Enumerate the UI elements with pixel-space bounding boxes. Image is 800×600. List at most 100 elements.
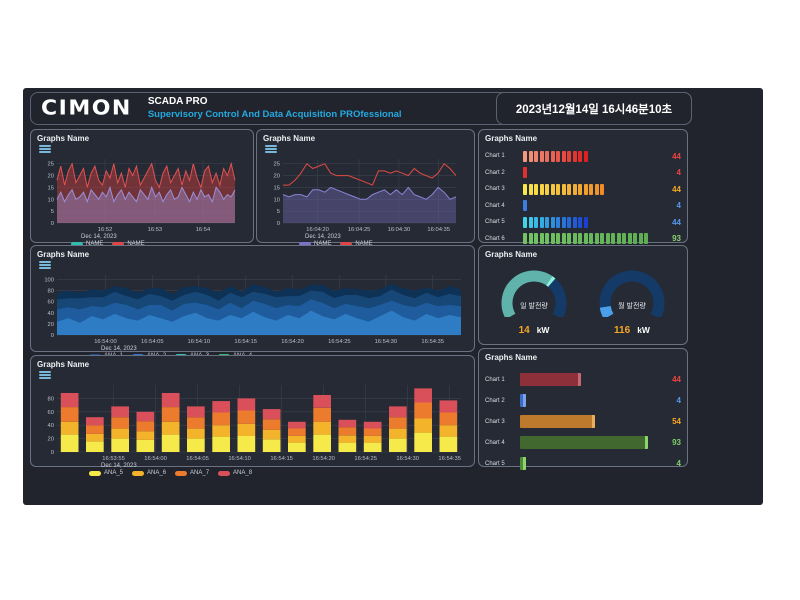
led-bar [523, 183, 657, 195]
svg-text:0: 0 [51, 333, 54, 339]
led-segment [589, 233, 593, 245]
legend-item[interactable]: ANA_5 [89, 470, 123, 476]
led-bar [523, 200, 657, 212]
led-segment [550, 183, 555, 195]
gauge-value-number: 14 [518, 325, 530, 336]
legend-item[interactable]: ANA_8 [218, 470, 252, 476]
bar-end-cap [645, 436, 649, 449]
panel-stacked-bars: Graphs Name 0 20 40 60 80 16:53:55 16:54:00 16:… [30, 355, 475, 476]
led-bar [523, 216, 657, 228]
svg-text:16:54:15: 16:54:15 [270, 456, 293, 462]
led-segment [572, 233, 577, 245]
gauge-unit: kW [637, 325, 650, 335]
led-segment [600, 233, 604, 245]
led-segment [561, 233, 566, 245]
legend-swatch [71, 241, 83, 247]
chart-row-label: Chart 1 [485, 376, 505, 383]
led-segment [638, 233, 643, 245]
legend-item[interactable]: NAME [340, 241, 373, 247]
menu-icon[interactable] [265, 145, 277, 153]
led-segment [539, 150, 544, 162]
led-bar-row: Chart 4 4 [485, 199, 681, 214]
menu-icon[interactable] [39, 261, 51, 269]
legend-swatch [132, 470, 145, 476]
bar-end-cap [523, 457, 527, 470]
svg-text:16:54:25: 16:54:25 [328, 339, 351, 345]
led-bar [523, 233, 657, 245]
legend-item[interactable]: NAME [112, 241, 145, 247]
menu-icon[interactable] [39, 371, 51, 379]
led-bar-row: Chart 1 44 [485, 149, 681, 164]
panel-line-chart-2: Graphs Name 0 5 10 15 20 25 16:04:20 16:04:25 16… [256, 129, 475, 247]
led-segment [561, 216, 566, 228]
svg-text:5: 5 [277, 209, 280, 215]
line-chart-svg: 0 5 10 15 20 25 16:04:20 16:04:25 16:04:30 16:04:… [274, 159, 457, 233]
line-chart-svg: 0 5 10 15 20 25 16:52 16:53 16:54 [48, 159, 236, 233]
bar-track [520, 415, 657, 428]
svg-text:10: 10 [274, 197, 280, 203]
svg-text:20: 20 [48, 322, 54, 328]
svg-text:16:04:30: 16:04:30 [388, 227, 411, 233]
led-bar [523, 167, 657, 179]
led-segment [523, 200, 527, 212]
led-bar-row: Chart 3 44 [485, 182, 681, 197]
legend-swatch [112, 241, 125, 247]
svg-text:16:53:55: 16:53:55 [102, 456, 125, 462]
svg-text:25: 25 [48, 162, 54, 168]
chart-row-value: 54 [672, 417, 681, 426]
led-segment [589, 183, 593, 195]
led-segment [556, 150, 560, 162]
bar-end-cap [592, 415, 596, 428]
legend-item[interactable]: NAME [299, 241, 331, 247]
led-segment [523, 150, 527, 162]
chart-row-label: Chart 6 [485, 235, 505, 242]
led-segment [545, 183, 549, 195]
chart-row-value: 4 [676, 201, 681, 211]
led-bar [523, 150, 657, 162]
scada-dashboard: CIMON SCADA PRO Supervisory Control And … [23, 88, 763, 505]
led-bar-row: Chart 5 44 [485, 215, 681, 230]
led-segment [611, 233, 615, 245]
led-segment [578, 150, 582, 162]
svg-text:60: 60 [48, 410, 54, 416]
panel-led-bars: Graphs Name Chart 1 44 Chart 2 4 Chart 3 44 Ch… [478, 129, 688, 245]
chart-row-value: 44 [672, 217, 681, 227]
svg-text:16:54:05: 16:54:05 [186, 456, 209, 462]
led-segment [534, 150, 538, 162]
svg-text:16:54:20: 16:54:20 [281, 339, 304, 345]
legend-item[interactable]: NAME [71, 241, 103, 247]
led-segment [528, 216, 533, 228]
led-segment [528, 150, 533, 162]
led-segment [572, 150, 577, 162]
svg-text:20: 20 [48, 174, 54, 180]
led-bar-row: Chart 6 93 [485, 232, 681, 247]
led-segment [627, 233, 632, 245]
led-segment [556, 216, 560, 228]
svg-text:16:54:10: 16:54:10 [228, 456, 251, 462]
svg-text:0: 0 [277, 221, 280, 227]
led-segment [583, 183, 588, 195]
chart-row-value: 93 [672, 234, 681, 244]
led-segment [556, 233, 560, 245]
svg-text:16:54:30: 16:54:30 [375, 339, 398, 345]
gauge: 일 발전량 14 kW [486, 261, 582, 338]
legend-label: ANA_8 [233, 470, 253, 476]
panel-title: Graphs Name [485, 353, 538, 362]
led-segment [550, 233, 555, 245]
app-subtitle: Supervisory Control And Data Acquisition… [147, 108, 402, 120]
led-segment [545, 233, 549, 245]
bar-track [520, 436, 657, 449]
chart-row-value: 4 [676, 459, 681, 468]
led-segment [545, 216, 549, 228]
horizontal-bar-row: Chart 3 54 [485, 412, 681, 431]
led-segment [567, 233, 571, 245]
panel-title: Graphs Name [485, 250, 538, 259]
menu-icon[interactable] [39, 145, 51, 153]
panel-title: Graphs Name [37, 134, 90, 143]
svg-text:0: 0 [51, 221, 54, 227]
gauge-value: 116 kW [584, 320, 680, 338]
led-segment [583, 216, 588, 228]
legend-item[interactable]: ANA_7 [175, 470, 209, 476]
svg-text:16:52: 16:52 [98, 227, 113, 233]
legend-item[interactable]: ANA_6 [132, 470, 166, 476]
